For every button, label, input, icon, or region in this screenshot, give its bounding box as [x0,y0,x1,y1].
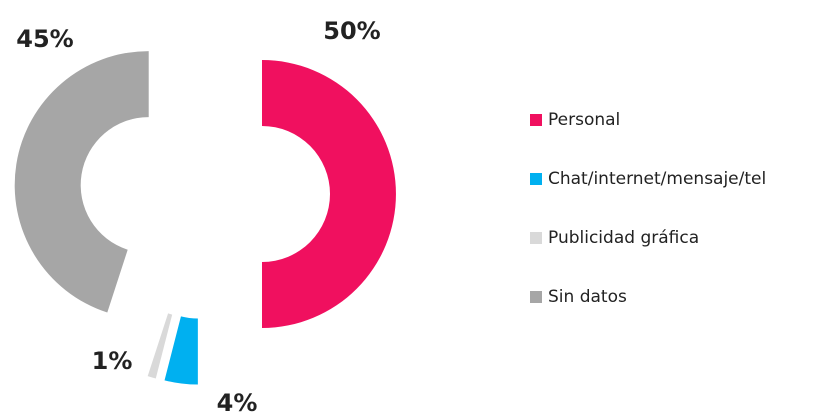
data-label: 50% [323,17,380,45]
legend-label: Chat/internet/mensaje/tel [548,169,766,189]
legend-swatch [530,291,542,303]
legend-label: Personal [548,110,620,130]
legend-swatch [530,114,542,126]
data-label: 1% [92,347,133,375]
slice [147,313,173,379]
legend-label: Publicidad gráfica [548,228,699,248]
data-label: 45% [16,25,73,53]
slice [14,51,149,313]
legend-label: Sin datos [548,287,627,307]
legend-swatch [530,232,542,244]
slice [262,60,396,328]
legend-swatch [530,173,542,185]
slice [164,316,198,385]
data-label: 4% [217,389,258,415]
